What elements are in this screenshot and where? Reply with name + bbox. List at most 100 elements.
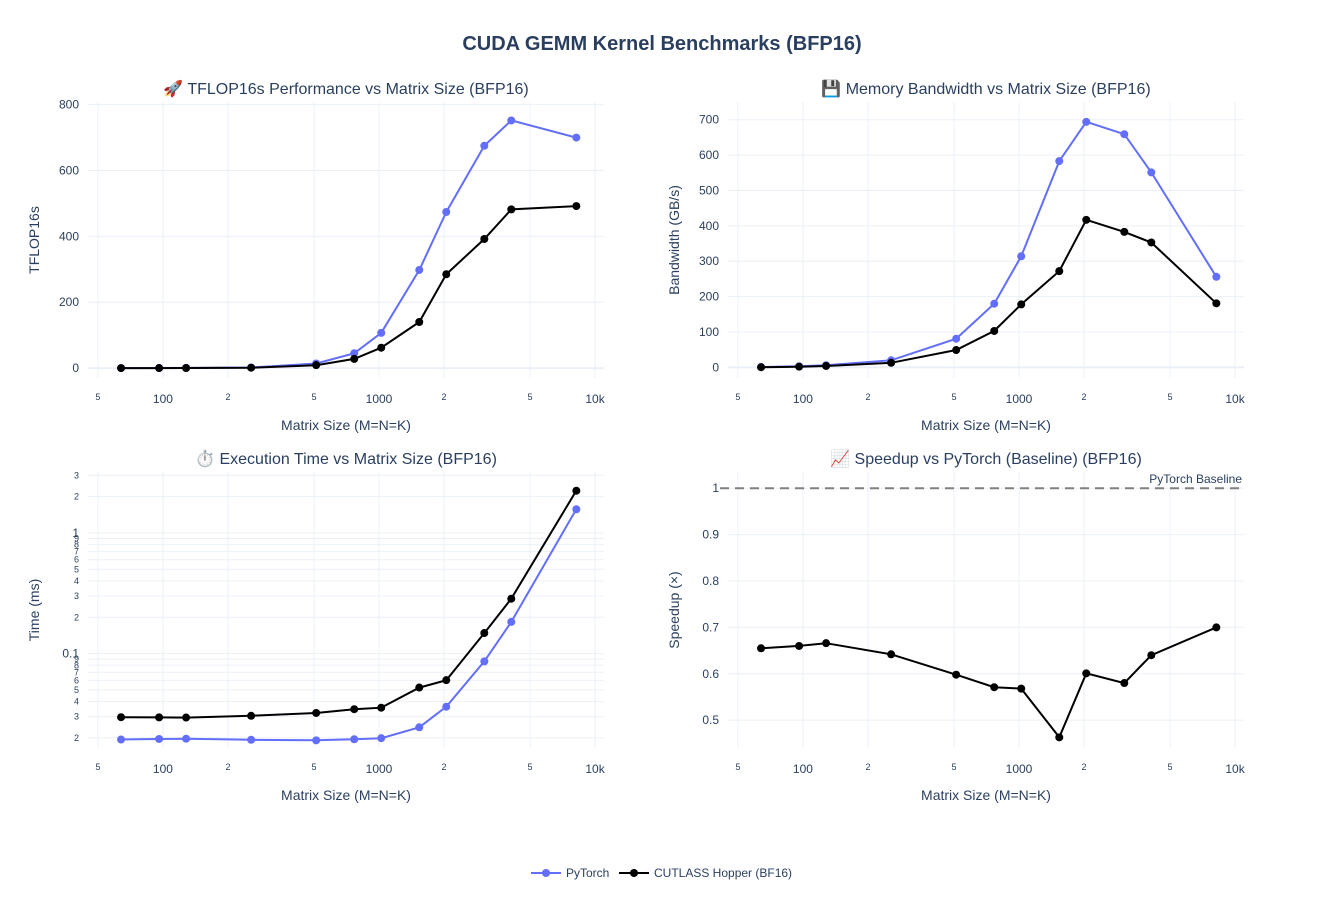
y-tick-label: 8	[74, 660, 79, 670]
y-tick-label: 9	[74, 654, 79, 664]
y-tick-label: 6	[74, 675, 79, 685]
data-point	[1055, 267, 1064, 276]
y-tick-label: 4	[74, 697, 79, 707]
data-point	[757, 644, 766, 653]
x-tick-label: 5	[1168, 762, 1173, 772]
x-tick-label: 2	[442, 762, 447, 772]
data-point	[1120, 679, 1129, 688]
x-tick-label: 5	[951, 762, 956, 772]
series-line	[761, 626, 1217, 740]
x-tick-label: 10k	[585, 762, 605, 776]
data-point	[155, 364, 164, 373]
data-point	[415, 318, 424, 327]
y-tick-label: 600	[59, 164, 79, 178]
legend: PyTorch CUTLASS Hopper (BF16)	[531, 866, 792, 880]
data-point	[377, 343, 386, 352]
data-point	[1082, 215, 1091, 224]
y-tick-label: 2	[74, 492, 79, 502]
data-point	[1120, 130, 1129, 139]
series-cutlass	[117, 486, 581, 722]
y-tick-label: 1	[712, 481, 719, 495]
series-line	[121, 205, 577, 370]
data-point	[822, 639, 831, 648]
x-tick-label: 2	[865, 392, 870, 402]
data-point	[952, 346, 961, 355]
x-tick-label: 100	[793, 762, 813, 776]
figure-title: CUDA GEMM Kernel Benchmarks (BFP16)	[462, 33, 861, 55]
y-tick-label: 4	[74, 576, 79, 586]
y-tick-label: 0.9	[702, 528, 719, 542]
x-tick-label: 1000	[1006, 392, 1033, 406]
y-tick-label: 0	[712, 360, 719, 374]
data-point	[795, 641, 804, 650]
chart-2: 5 100 2 5 1000 2 5 10k 0 100 200 300 400 500 600 700 💾 M…	[666, 79, 1246, 433]
x-tick-label: 10k	[1225, 392, 1245, 406]
y-tick-label: 400	[59, 229, 79, 243]
data-point	[415, 723, 424, 732]
data-point	[377, 734, 386, 743]
y-tick-label: 5	[74, 564, 79, 574]
x-tick-label: 100	[153, 392, 173, 406]
y-tick-label: 0.6	[702, 667, 719, 681]
x-tick-label: 5	[311, 392, 316, 402]
legend-cutlass-marker	[630, 869, 638, 877]
x-tick-label: 100	[153, 762, 173, 776]
data-point	[117, 713, 126, 722]
data-point	[415, 683, 424, 692]
data-point	[117, 735, 126, 744]
data-point	[350, 354, 359, 363]
data-point	[822, 361, 831, 370]
data-point	[1082, 669, 1091, 678]
x-tick-label: 2	[442, 392, 447, 402]
y-tick-label: 3	[74, 712, 79, 722]
data-point	[1082, 117, 1091, 126]
x-tick-label: 5	[735, 762, 740, 772]
y-tick-label: 0.1	[62, 647, 79, 661]
y-tick-label: 7	[74, 547, 79, 557]
data-point	[182, 363, 191, 372]
x-tick-label: 5	[951, 392, 956, 402]
x-tick-label: 5	[311, 762, 316, 772]
data-point	[1212, 299, 1221, 308]
y-tick-label: 300	[699, 254, 719, 268]
data-point	[155, 734, 164, 743]
y-tick-label: 0.5	[702, 713, 719, 727]
data-point	[887, 358, 896, 367]
data-point	[1212, 623, 1221, 632]
data-point	[247, 363, 256, 372]
data-point	[795, 362, 804, 371]
data-point	[1017, 252, 1026, 261]
data-point	[442, 208, 451, 217]
subplot-title: 🚀 TFLOP16s Performance vs Matrix Size (B…	[163, 79, 529, 98]
data-point	[1120, 227, 1129, 236]
y-tick-label: 0.7	[702, 620, 719, 634]
y-axis-title: Speedup (×)	[666, 571, 682, 648]
series-pytorch	[117, 116, 581, 373]
x-tick-label: 2	[865, 762, 870, 772]
chart-4: 5 100 2 5 1000 2 5 10k 0.5 0.6 0.7 0.8 0.9 1 📈 Speedup…	[666, 449, 1246, 803]
data-point	[182, 713, 191, 722]
data-point	[887, 650, 896, 659]
data-point	[757, 363, 766, 372]
y-tick-label: 800	[59, 98, 79, 112]
data-point	[350, 735, 359, 744]
y-tick-label: 0.8	[702, 574, 719, 588]
data-point	[990, 683, 999, 692]
data-point	[480, 141, 489, 150]
data-point	[442, 270, 451, 279]
legend-pytorch-label: PyTorch	[566, 866, 609, 880]
x-axis-title: Matrix Size (M=N=K)	[281, 417, 411, 433]
x-axis-title: Matrix Size (M=N=K)	[921, 417, 1051, 433]
x-tick-label: 5	[528, 762, 533, 772]
y-tick-label: 7	[74, 667, 79, 677]
data-point	[990, 299, 999, 308]
x-tick-label: 1000	[366, 762, 393, 776]
data-point	[377, 328, 386, 337]
y-axis-title: Bandwidth (GB/s)	[666, 185, 682, 295]
x-tick-label: 100	[793, 392, 813, 406]
y-tick-label: 200	[699, 290, 719, 304]
y-tick-label: 2	[74, 612, 79, 622]
data-point	[990, 326, 999, 335]
